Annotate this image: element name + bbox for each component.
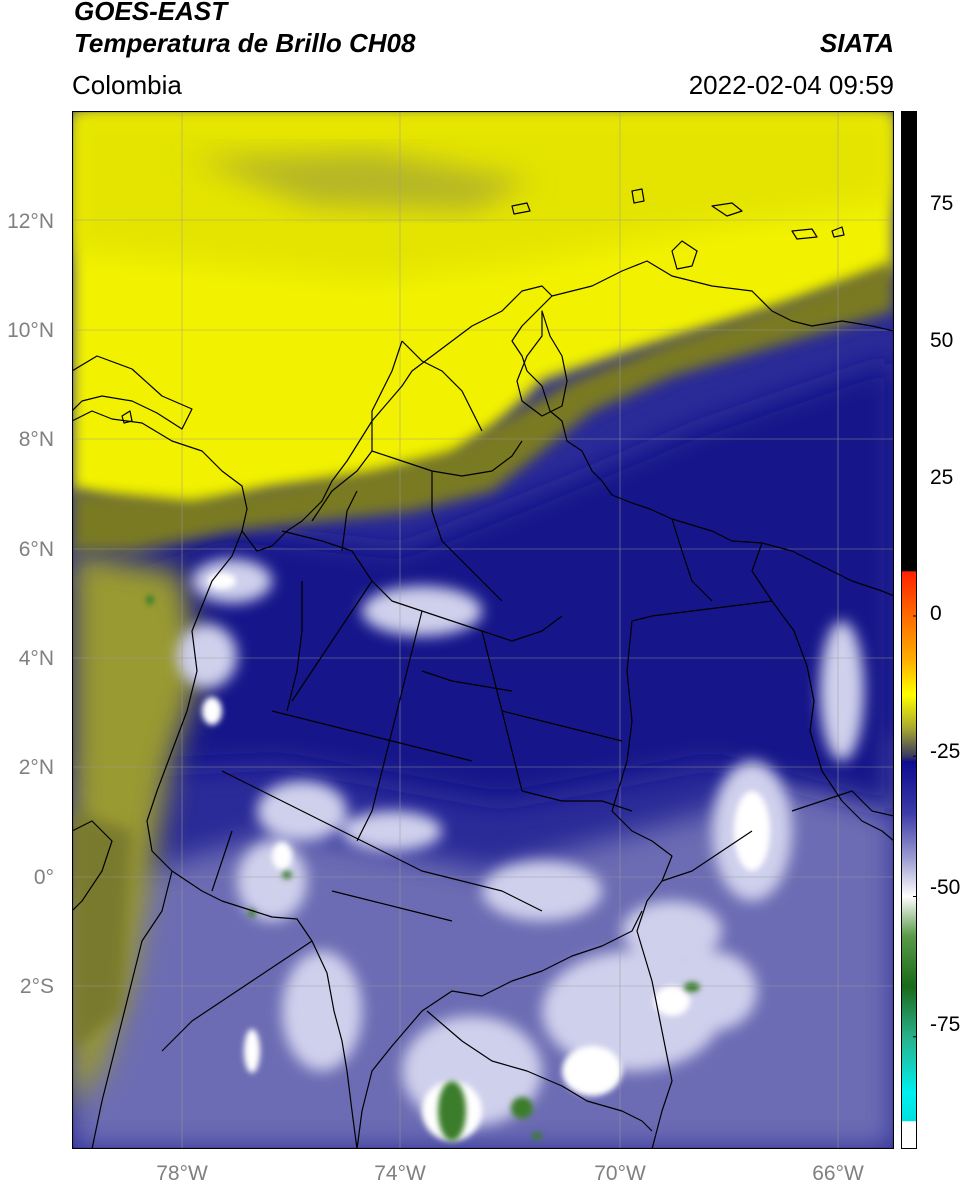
brightness-temperature-field bbox=[72, 111, 894, 1149]
colorbar bbox=[901, 111, 917, 1149]
colorbar-label-0: 0 bbox=[930, 602, 942, 625]
colorbar-frame bbox=[901, 111, 917, 1149]
colorbar-label-75: 75 bbox=[930, 192, 954, 215]
colorbar-label-minus25: -25 bbox=[930, 740, 961, 763]
brand-label: SIATA bbox=[819, 28, 894, 58]
colorbar-label-25: 25 bbox=[930, 466, 954, 489]
satellite-map[interactable] bbox=[72, 111, 894, 1149]
colorbar-label-minus50: -50 bbox=[930, 876, 961, 899]
colorbar-label-50: 50 bbox=[930, 329, 954, 352]
timestamp-label: 2022-02-04 09:59 bbox=[688, 70, 894, 100]
lat-label-12n: 12°N bbox=[7, 210, 54, 233]
lon-label-74w: 74°W bbox=[374, 1162, 426, 1185]
lat-label-2s: 2°S bbox=[19, 975, 54, 998]
lat-label-4n: 4°N bbox=[18, 647, 54, 670]
lat-label-0: 0° bbox=[33, 866, 54, 889]
map-gridlines bbox=[72, 111, 894, 1149]
map-frame bbox=[72, 111, 894, 1149]
region-label: Colombia bbox=[72, 70, 182, 100]
country-borders bbox=[72, 188, 894, 1149]
lat-label-8n: 8°N bbox=[18, 428, 54, 451]
lat-label-6n: 6°N bbox=[18, 538, 54, 561]
colorbar-label-minus75: -75 bbox=[930, 1013, 961, 1036]
lat-label-2n: 2°N bbox=[18, 756, 54, 779]
title-satellite: GOES-EAST bbox=[74, 0, 228, 26]
lon-label-78w: 78°W bbox=[156, 1162, 208, 1185]
title-product: Temperatura de Brillo CH08 bbox=[74, 28, 416, 58]
colorbar-gradient bbox=[901, 111, 917, 1149]
lon-label-70w: 70°W bbox=[594, 1162, 646, 1185]
lon-label-66w: 66°W bbox=[812, 1162, 864, 1185]
lat-label-10n: 10°N bbox=[7, 319, 54, 342]
